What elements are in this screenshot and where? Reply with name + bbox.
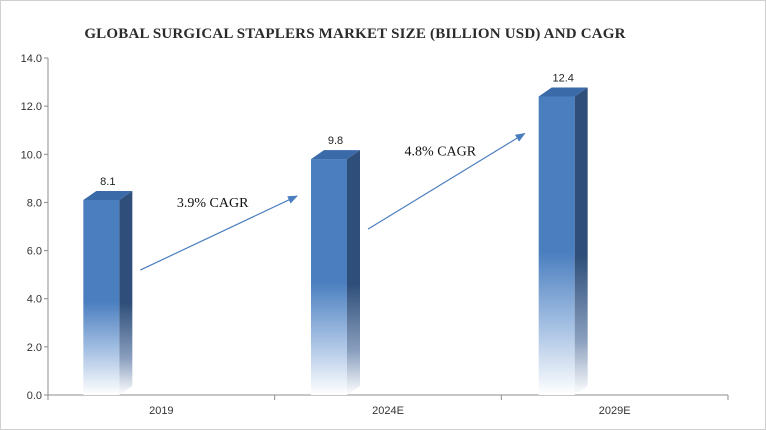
y-tick-label: 12.0 (21, 101, 42, 113)
y-tick-label: 14.0 (21, 53, 42, 65)
data-label: 8.1 (100, 176, 115, 188)
bar-side (119, 191, 133, 395)
bar-2019: 8.1 (83, 176, 133, 395)
bar-side (347, 150, 360, 395)
cagr-label: 4.8% CAGR (405, 144, 477, 159)
y-tick-label: 0.0 (27, 390, 42, 402)
x-tick-label: 2029E (599, 405, 631, 417)
data-label: 9.8 (328, 135, 343, 147)
x-tick-label: 2019 (149, 405, 173, 417)
bar-front (538, 96, 575, 395)
cagr-label: 3.9% CAGR (177, 196, 249, 211)
bar-front (311, 159, 347, 395)
bar-top (83, 191, 133, 201)
cagr-annotation: 3.9% CAGR (140, 195, 298, 271)
bar-front (83, 200, 120, 395)
chart-title: GLOBAL SURGICAL STAPLERS MARKET SIZE (BI… (84, 26, 626, 42)
bars: 8.1 9.8 12.4 (83, 73, 588, 395)
data-label: 12.4 (552, 73, 573, 85)
axes: 0.0 2.0 4.0 6.0 8.0 10.0 12.0 14.0 2019 2024E 2029… (21, 53, 729, 417)
cagr-annotations: 3.9% CAGR 4.8% CAGR (140, 132, 526, 271)
y-tick-label: 10.0 (21, 149, 42, 161)
cagr-arrow (367, 132, 526, 230)
bar-side (574, 87, 588, 395)
y-tick-label: 6.0 (27, 246, 42, 258)
x-tick-label: 2024E (372, 405, 404, 417)
cagr-arrow (140, 195, 298, 271)
y-tick-label: 4.0 (27, 294, 42, 306)
bar-2029E: 12.4 (538, 73, 588, 395)
bar-top (538, 87, 588, 97)
y-tick-label: 8.0 (27, 197, 42, 209)
cagr-annotation: 4.8% CAGR (367, 132, 526, 230)
bar-top (311, 150, 360, 160)
bar-2024E: 9.8 (311, 135, 360, 395)
y-tick-label: 2.0 (27, 342, 42, 354)
